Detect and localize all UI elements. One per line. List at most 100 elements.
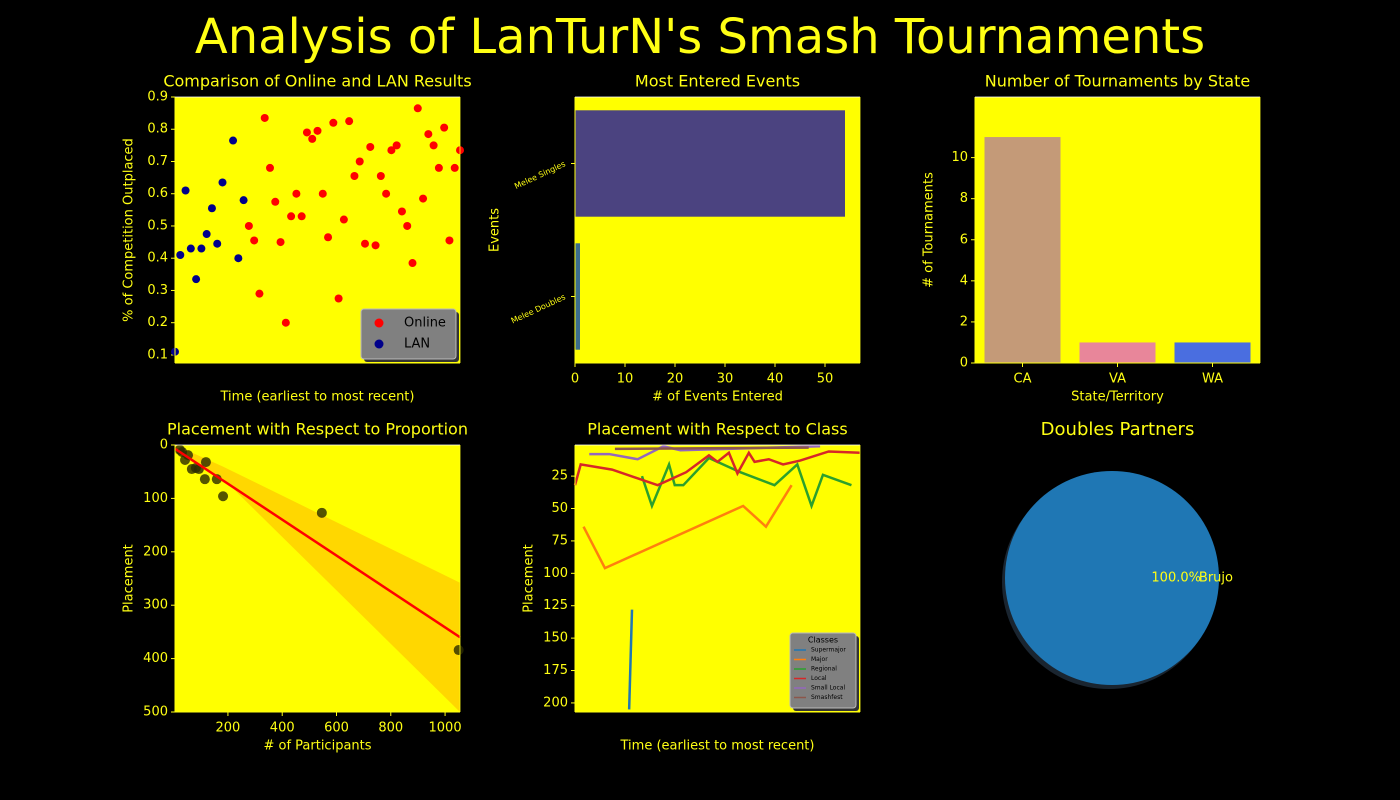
- data-point: [218, 491, 229, 502]
- confidence-band: [175, 445, 460, 712]
- x-tick-label: WA: [1202, 372, 1223, 387]
- subplot-title: Placement with Respect to Class: [587, 420, 847, 439]
- data-point: [260, 113, 269, 122]
- y-tick-label: 0.2: [147, 315, 168, 330]
- data-point: [355, 157, 364, 166]
- legend-box: [360, 308, 457, 360]
- y-tick-label: 25: [551, 469, 568, 484]
- data-point: [318, 189, 327, 198]
- y-tick-label: 200: [143, 544, 168, 559]
- series-line: [627, 609, 634, 710]
- legend-label: Online: [404, 316, 446, 331]
- data-point: [234, 254, 243, 263]
- data-point: [292, 189, 301, 198]
- data-point: [202, 230, 211, 239]
- y-tick-label: 0.8: [147, 122, 168, 137]
- data-point: [408, 259, 417, 268]
- y-tick-label: 0.9: [147, 90, 168, 105]
- y-tick-label: 0.5: [147, 218, 168, 233]
- data-point: [287, 212, 296, 221]
- subplot-title: Placement with Respect to Proportion: [167, 420, 468, 439]
- y-tick-label: 125: [543, 598, 568, 613]
- data-point: [250, 236, 259, 245]
- data-point: [339, 215, 348, 224]
- subplot-title: Comparison of Online and LAN Results: [163, 72, 471, 91]
- bar: [575, 110, 845, 217]
- y-axis-label: Placement: [522, 544, 537, 613]
- x-axis-label: # of Events Entered: [652, 390, 783, 405]
- x-axis-label: Time (earliest to most recent): [620, 739, 815, 754]
- legend-box: [789, 632, 857, 709]
- y-tick-label: 400: [143, 651, 168, 666]
- data-point: [229, 136, 238, 145]
- series-line: [582, 484, 793, 570]
- data-point: [176, 250, 185, 259]
- data-point: [239, 196, 248, 205]
- data-point: [434, 163, 443, 172]
- series-line: [640, 456, 852, 510]
- y-axis-label: # of Tournaments: [922, 172, 937, 288]
- y-tick-label: 0: [160, 438, 168, 453]
- x-axis-label: Time (earliest to most recent): [220, 390, 415, 405]
- data-point: [255, 289, 264, 298]
- y-tick-label: 8: [960, 191, 968, 206]
- x-axis-label: State/Territory: [1071, 390, 1164, 405]
- y-tick-label: 0: [960, 356, 968, 371]
- data-point: [308, 134, 317, 143]
- bar: [1079, 342, 1156, 363]
- pie-value-label: 100.0%: [1151, 571, 1201, 586]
- data-point: [218, 178, 227, 187]
- data-point: [366, 142, 375, 151]
- data-point: [207, 204, 216, 213]
- y-tick-label: 75: [551, 533, 568, 548]
- data-point: [392, 141, 401, 150]
- data-point: [276, 238, 285, 247]
- y-tick-label: 150: [543, 631, 568, 646]
- legend-swatch: [374, 339, 384, 349]
- data-point: [197, 244, 206, 253]
- x-tick-label: 40: [767, 372, 784, 387]
- x-axis-label: # of Participants: [263, 739, 371, 754]
- bar: [1174, 342, 1251, 363]
- x-tick-label: 20: [667, 372, 684, 387]
- data-point: [271, 197, 280, 206]
- data-point: [440, 123, 449, 132]
- y-tick-label: 2: [960, 314, 968, 329]
- data-point: [403, 221, 412, 230]
- x-tick-label: 1000: [429, 721, 462, 736]
- data-point: [371, 241, 380, 250]
- data-point: [281, 318, 290, 327]
- y-tick-label: 0.4: [147, 251, 168, 266]
- y-tick-label: 0.1: [147, 347, 168, 362]
- legend-label: Regional: [811, 666, 837, 673]
- data-point: [387, 146, 396, 155]
- legend-label: Local: [811, 675, 827, 682]
- series-line: [573, 450, 861, 487]
- x-tick-label: 600: [324, 721, 349, 736]
- data-point: [297, 212, 306, 221]
- legend-swatch: [374, 318, 384, 328]
- y-tick-label: 4: [960, 273, 968, 288]
- x-tick-label: 800: [378, 721, 403, 736]
- y-tick-label: 500: [143, 705, 168, 720]
- data-point: [313, 126, 322, 135]
- x-tick-label: 30: [717, 372, 734, 387]
- y-tick-label: 0.6: [147, 186, 168, 201]
- y-tick-label: 6: [960, 232, 968, 247]
- subplot-title: Most Entered Events: [635, 72, 800, 91]
- y-axis-label: Events: [488, 208, 503, 252]
- data-point: [199, 474, 210, 485]
- y-tick-label: 100: [143, 491, 168, 506]
- data-point: [192, 275, 201, 284]
- data-point: [200, 457, 211, 468]
- data-point: [413, 104, 422, 113]
- data-point: [361, 239, 369, 248]
- figure-title: Analysis of LanTurN's Smash Tournaments: [195, 9, 1205, 65]
- series-line: [614, 446, 809, 451]
- y-axis-label: % of Competition Outplaced: [122, 138, 137, 322]
- y-tick-label: 175: [543, 663, 568, 678]
- pie-label: Brujo: [1199, 571, 1233, 586]
- data-point: [445, 236, 454, 245]
